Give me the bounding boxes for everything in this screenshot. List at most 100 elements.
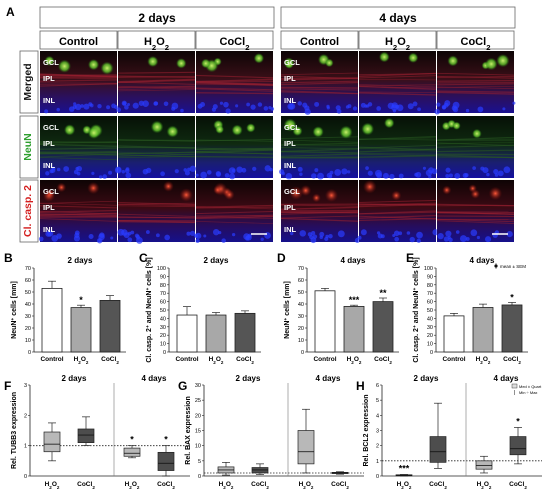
tissue-fiber: [436, 144, 515, 148]
micrograph-tile: [358, 116, 438, 180]
layer-label-gcl: GCL: [43, 123, 59, 132]
nucleus: [235, 104, 239, 108]
tissue-fiber: [358, 199, 437, 204]
legend-text: Med ± Quart: [519, 384, 542, 389]
y-tick-label: 20: [25, 326, 31, 332]
ganglion-cell: [488, 186, 503, 201]
ganglion-cell: [283, 118, 297, 132]
nucleus: [174, 169, 179, 174]
nucleus: [200, 101, 206, 107]
ganglion-cell: [57, 59, 72, 73]
nucleus: [442, 105, 446, 110]
ganglion-cell: [289, 186, 304, 200]
panel-letter-f: F: [4, 379, 11, 393]
tissue-fiber: [358, 217, 437, 222]
tissue-fiber: [195, 155, 274, 159]
tissue-fiber: [117, 219, 196, 223]
panel-letter-h: H: [356, 379, 365, 393]
column-header-box: [358, 30, 437, 50]
ganglion-cell: [56, 182, 67, 193]
significance-marker: *: [164, 435, 168, 445]
y-tick-label: 70: [25, 266, 31, 272]
nucleus: [317, 172, 324, 180]
nucleus: [241, 167, 247, 173]
tissue-fiber: [195, 211, 274, 215]
nucleus: [203, 234, 207, 238]
y-tick-label: 80: [160, 283, 166, 289]
y-tick-label: 50: [160, 308, 166, 314]
y-axis-label: Rel. BAX expression: [185, 396, 192, 464]
tissue-fiber: [358, 144, 437, 149]
y-tick-label: 70: [298, 266, 304, 272]
nucleus: [447, 235, 451, 240]
nucleus: [326, 172, 333, 179]
y-tick-label: 30: [195, 383, 201, 389]
tissue-fiber: [195, 74, 274, 79]
tissue-fiber: [436, 149, 515, 153]
nucleus: [215, 170, 221, 177]
ganglion-cell: [284, 60, 294, 69]
nucleus: [257, 102, 263, 107]
nucleus: [428, 167, 435, 174]
ganglion-cell: [87, 126, 101, 140]
y-tick-label: 0: [301, 350, 304, 356]
tissue-fiber: [195, 92, 274, 95]
nucleus: [376, 106, 382, 111]
tissue-fiber: [436, 211, 515, 215]
tissue-fiber: [280, 86, 359, 89]
tissue-fiber: [117, 202, 196, 205]
nucleus: [184, 170, 190, 176]
y-tick-label: 60: [427, 300, 433, 306]
ganglion-cell: [166, 125, 179, 138]
tissue-fiber: [117, 71, 196, 74]
ganglion-cell: [312, 126, 324, 138]
column-header-cocl2: CoCl2: [461, 36, 491, 52]
ganglion-cell: [383, 117, 395, 129]
column-header-cocl2: CoCl2: [220, 36, 250, 52]
nucleus: [314, 168, 319, 173]
bar-control: [443, 315, 465, 353]
nucleus: [116, 107, 122, 113]
tissue-fiber: [195, 88, 274, 92]
tissue-fiber: [117, 87, 196, 90]
nucleus: [171, 106, 176, 111]
y-tick-label: 5: [376, 398, 379, 404]
tissue-fiber: [358, 84, 437, 87]
y-tick-label: 10: [427, 342, 433, 348]
nucleus: [88, 102, 93, 107]
bar-chart-b: B 2 days 0 10 20 30 40 50 60 70 NeuN+ cells [mm] Co…: [4, 251, 126, 365]
nucleus: [134, 233, 140, 238]
tissue-fiber: [358, 84, 437, 88]
nucleus: [502, 107, 506, 111]
y-tick-label: 30: [160, 325, 166, 331]
y-axis-label: Rel. BCL2 expression: [363, 395, 370, 467]
tissue-fiber: [280, 210, 359, 213]
tissue-fiber: [358, 86, 437, 89]
tissue-fiber: [280, 206, 359, 210]
box-cocl2: [429, 436, 447, 463]
nucleus: [200, 171, 207, 179]
nucleus: [297, 166, 303, 172]
row-labels: Merged NeuN Cl. casp. 2: [19, 50, 39, 243]
significance-marker: ***: [349, 295, 360, 305]
layer-label-gcl: GCL: [284, 123, 300, 132]
tissue-fiber: [39, 147, 118, 150]
ganglion-cell: [324, 188, 339, 202]
micrograph-tile: GCL IPL INL: [38, 180, 118, 244]
layer-label-inl: INL: [43, 96, 56, 105]
nucleus: [146, 230, 150, 234]
nucleus: [56, 167, 61, 172]
ganglion-cell: [496, 53, 510, 68]
tissue-fiber: [39, 79, 118, 82]
nucleus: [114, 166, 122, 174]
nucleus: [56, 107, 60, 112]
tissue-fiber: [358, 75, 437, 79]
ganglion-cell: [325, 58, 334, 68]
nucleus: [285, 173, 293, 180]
y-tick-label: 20: [195, 413, 201, 419]
group-title: 2 days: [236, 374, 261, 383]
nucleus: [127, 231, 132, 236]
nucleus: [407, 103, 414, 110]
nucleus: [76, 171, 81, 176]
nucleus: [127, 237, 133, 243]
